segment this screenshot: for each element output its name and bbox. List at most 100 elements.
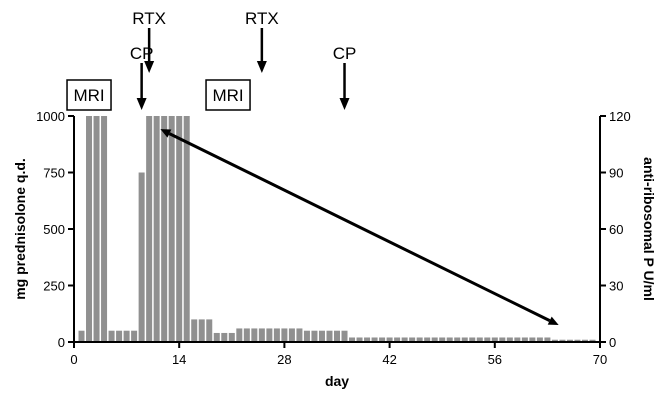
trend-layer bbox=[160, 129, 559, 326]
bar bbox=[153, 116, 160, 342]
bar bbox=[138, 172, 145, 342]
bar bbox=[333, 330, 341, 342]
bar bbox=[311, 330, 318, 342]
bar bbox=[266, 328, 273, 342]
bar bbox=[529, 337, 536, 342]
y-axis-left-title: mg prednisolone q.d. bbox=[12, 158, 28, 300]
bar bbox=[243, 328, 250, 342]
x-axis-title: day bbox=[325, 373, 349, 389]
y-right-tick-label: 120 bbox=[609, 109, 631, 124]
bar bbox=[536, 337, 543, 342]
rtx-arrow-icon bbox=[144, 61, 155, 73]
bar bbox=[356, 337, 363, 342]
bar bbox=[281, 328, 288, 342]
bar bbox=[198, 319, 205, 342]
bar bbox=[454, 337, 461, 342]
bar bbox=[371, 337, 378, 342]
bar bbox=[108, 330, 115, 342]
y-left-tick-label: 1000 bbox=[36, 109, 65, 124]
bar bbox=[161, 116, 168, 342]
rtx-label: RTX bbox=[132, 9, 166, 28]
bar bbox=[401, 337, 408, 342]
bar bbox=[93, 116, 100, 342]
bar bbox=[251, 328, 258, 342]
bar bbox=[168, 116, 175, 342]
y-right-tick-label: 90 bbox=[609, 166, 623, 181]
bar bbox=[574, 339, 581, 342]
bar bbox=[566, 339, 573, 342]
cp-arrow-icon bbox=[339, 98, 350, 110]
annotations-layer: MRI MRI CP RTX RTX CP bbox=[66, 9, 357, 111]
bar bbox=[296, 328, 303, 342]
bar bbox=[213, 332, 220, 342]
bar bbox=[416, 337, 423, 342]
bar bbox=[544, 337, 551, 342]
bar bbox=[499, 337, 506, 342]
bar bbox=[146, 116, 153, 342]
bar bbox=[469, 337, 476, 342]
bar bbox=[506, 337, 513, 342]
trend-line-start-arrowhead bbox=[160, 129, 172, 138]
y-left-tick-label: 750 bbox=[43, 166, 65, 181]
bar bbox=[206, 319, 213, 342]
bar bbox=[559, 339, 566, 342]
mri-box bbox=[205, 79, 251, 111]
mri-label: MRI bbox=[73, 86, 104, 105]
axes-layer bbox=[73, 116, 601, 343]
x-tick-label: 70 bbox=[593, 352, 607, 367]
cp-arrow-icon bbox=[136, 98, 147, 110]
x-tick-label: 14 bbox=[172, 352, 186, 367]
bar bbox=[409, 337, 416, 342]
bar bbox=[424, 337, 431, 342]
y-left-tick-label: 250 bbox=[43, 279, 65, 294]
bar bbox=[228, 332, 235, 342]
bar bbox=[341, 330, 348, 342]
x-tick-label: 28 bbox=[277, 352, 291, 367]
bar bbox=[326, 330, 333, 342]
y-right-tick-label: 0 bbox=[609, 335, 616, 350]
bar bbox=[551, 339, 558, 342]
mri-label: MRI bbox=[212, 86, 243, 105]
bar bbox=[394, 337, 401, 342]
mri-box bbox=[66, 79, 112, 111]
bar bbox=[439, 337, 446, 342]
bar bbox=[86, 116, 93, 342]
bar bbox=[176, 116, 183, 342]
bar bbox=[183, 116, 190, 342]
bar bbox=[461, 337, 468, 342]
x-tick-label: 42 bbox=[382, 352, 396, 367]
bar bbox=[349, 337, 356, 342]
bar bbox=[514, 337, 521, 342]
cp-label: CP bbox=[130, 44, 154, 63]
x-tick-label: 0 bbox=[70, 352, 77, 367]
rtx-label: RTX bbox=[245, 9, 279, 28]
bar bbox=[581, 339, 588, 342]
trend-line bbox=[168, 132, 551, 322]
bar bbox=[491, 337, 498, 342]
bar bbox=[273, 328, 280, 342]
bar bbox=[431, 337, 438, 342]
trend-line-end-arrowhead bbox=[547, 316, 559, 326]
bar bbox=[221, 332, 228, 342]
bars-layer bbox=[78, 116, 596, 342]
y-right-tick-label: 60 bbox=[609, 222, 623, 237]
bar bbox=[131, 330, 138, 342]
bar bbox=[288, 328, 295, 342]
bar bbox=[484, 337, 491, 342]
bar bbox=[101, 116, 108, 342]
cp-label: CP bbox=[333, 44, 357, 63]
bar bbox=[446, 337, 453, 342]
bar bbox=[318, 330, 325, 342]
y-axis-right-title: anti-ribosomal P U/ml bbox=[641, 157, 657, 301]
bar bbox=[123, 330, 130, 342]
bar bbox=[521, 337, 528, 342]
bar bbox=[386, 337, 393, 342]
bar bbox=[379, 337, 386, 342]
x-tick-label: 56 bbox=[488, 352, 502, 367]
bar bbox=[258, 328, 265, 342]
bar bbox=[116, 330, 123, 342]
bar bbox=[589, 339, 596, 342]
bar bbox=[236, 328, 243, 342]
